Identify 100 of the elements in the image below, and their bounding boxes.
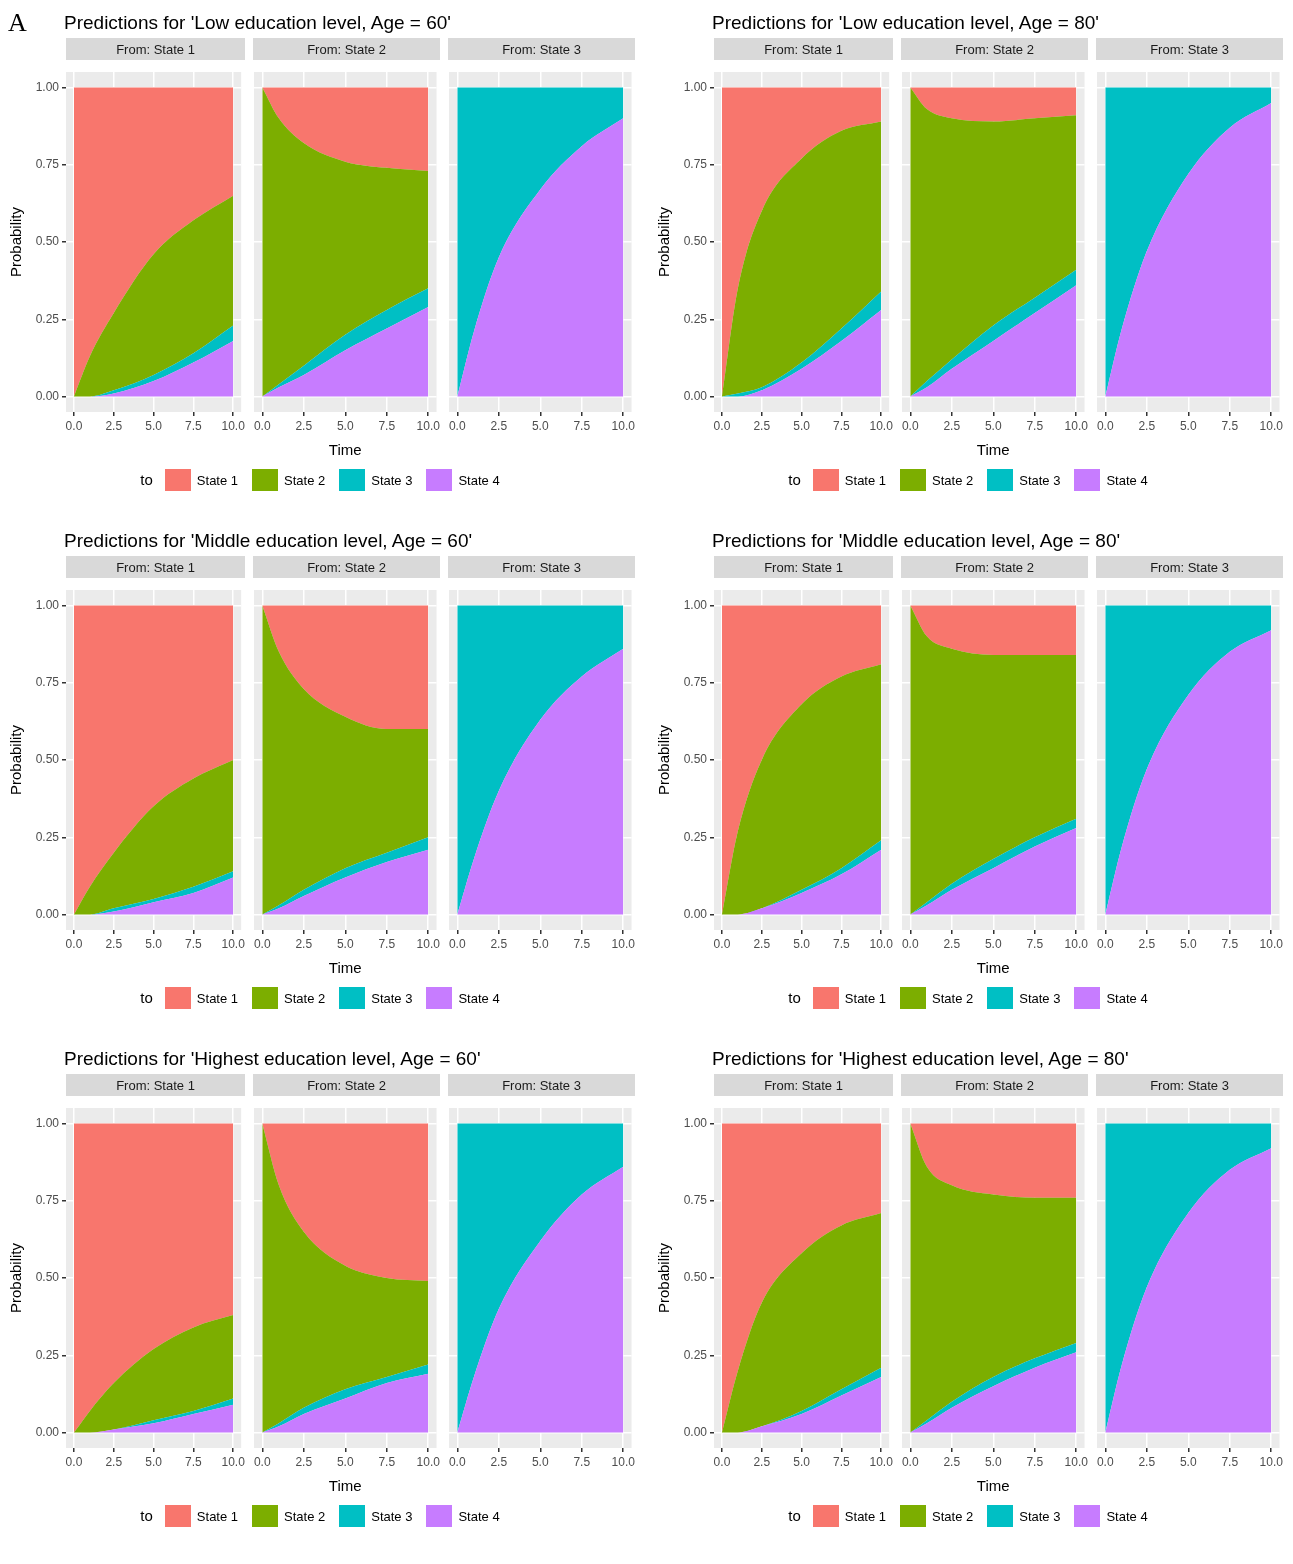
- x-tick-label: 5.0: [336, 936, 354, 951]
- chart-subtitle: From: State 3: [448, 556, 635, 578]
- x-tick-label: 2.5: [943, 418, 961, 433]
- x-tick-label: 10.0: [1064, 936, 1089, 951]
- chart-title: Predictions for 'Middle education level, Age = 80': [712, 530, 1121, 552]
- text: A: [8, 8, 28, 38]
- x-tick-label: 10.0: [869, 418, 894, 433]
- chart-subtitle: From: State 1: [66, 38, 245, 60]
- legend-label: State 4: [1106, 1508, 1148, 1524]
- x-tick-label: 7.5: [1221, 1454, 1239, 1469]
- chart-subtitle: From: State 1: [714, 38, 893, 60]
- legend-label: State 4: [1106, 472, 1148, 488]
- y-axis-title: Probability: [7, 724, 25, 796]
- legend-label: State 3: [371, 1508, 413, 1524]
- chart-subtitle: From: State 3: [448, 1074, 635, 1096]
- legend-label: State 3: [1019, 1508, 1061, 1524]
- x-tick-label: 0.0: [713, 1454, 731, 1469]
- x-tick-label: 7.5: [833, 936, 851, 951]
- x-tick-label: 0.0: [1096, 1454, 1114, 1469]
- y-tick-label: 0.75: [35, 1193, 60, 1208]
- y-tick-label: 0.50: [35, 752, 60, 767]
- x-axis-title: Time: [976, 1477, 1010, 1495]
- y-tick-label: 1.00: [683, 597, 708, 612]
- legend-label: State 4: [458, 472, 500, 488]
- x-tick-label: 10.0: [221, 936, 246, 951]
- chart-subtitle: From: State 2: [253, 1074, 440, 1096]
- y-tick-label: 1.00: [35, 597, 60, 612]
- x-axis-title: Time: [328, 441, 362, 459]
- legend-label: State 1: [844, 990, 887, 1006]
- legend-label: State 3: [1019, 990, 1061, 1006]
- x-tick-label: 10.0: [1259, 1454, 1284, 1469]
- chart-subtitle: From: State 3: [1096, 556, 1283, 578]
- legend-label: State 3: [371, 990, 413, 1006]
- y-tick-label: 0.00: [683, 906, 708, 921]
- x-tick-label: 10.0: [611, 936, 636, 951]
- y-tick-label: 0.50: [35, 1270, 60, 1285]
- x-tick-label: 2.5: [105, 418, 123, 433]
- legend-title: to: [140, 1507, 153, 1525]
- legend-label: State 2: [932, 1508, 974, 1524]
- x-tick-label: 7.5: [185, 418, 203, 433]
- x-tick-label: 2.5: [1138, 418, 1156, 433]
- y-tick-label: 0.25: [683, 1347, 708, 1362]
- chart-subtitle: From: State 3: [1096, 38, 1283, 60]
- x-tick-label: 7.5: [378, 418, 396, 433]
- chart-subtitle: From: State 2: [253, 556, 440, 578]
- x-tick-label: 0.0: [901, 1454, 919, 1469]
- x-tick-label: 5.0: [1179, 1454, 1197, 1469]
- x-tick-label: 2.5: [753, 1454, 771, 1469]
- x-tick-label: 7.5: [378, 1454, 396, 1469]
- y-tick-label: 0.25: [35, 829, 60, 844]
- chart-subtitle: From: State 1: [66, 1074, 245, 1096]
- x-tick-label: 5.0: [531, 418, 549, 433]
- chart-subtitle: From: State 2: [253, 38, 440, 60]
- x-tick-label: 10.0: [221, 418, 246, 433]
- legend-label: State 2: [284, 1508, 326, 1524]
- x-tick-label: 0.0: [253, 418, 271, 433]
- x-tick-label: 7.5: [573, 418, 591, 433]
- legend-label: State 3: [1019, 472, 1061, 488]
- x-tick-label: 10.0: [1064, 418, 1089, 433]
- chart-title: Predictions for 'Low education level, Age = 60': [64, 12, 451, 34]
- y-tick-label: 0.50: [683, 1270, 708, 1285]
- x-tick-label: 10.0: [611, 1454, 636, 1469]
- y-tick-label: 0.00: [683, 388, 708, 403]
- x-tick-label: 10.0: [869, 936, 894, 951]
- legend-title: to: [788, 989, 801, 1007]
- y-tick-label: 0.75: [35, 675, 60, 690]
- x-tick-label: 0.0: [65, 418, 83, 433]
- x-tick-label: 2.5: [490, 1454, 508, 1469]
- y-axis-title: Probability: [7, 206, 25, 278]
- y-tick-label: 0.50: [683, 752, 708, 767]
- x-tick-label: 2.5: [295, 936, 313, 951]
- y-tick-label: 0.00: [35, 388, 60, 403]
- x-tick-label: 0.0: [901, 418, 919, 433]
- x-tick-label: 7.5: [378, 936, 396, 951]
- x-tick-label: 2.5: [295, 418, 313, 433]
- legend-title: to: [788, 1507, 801, 1525]
- x-tick-label: 0.0: [901, 936, 919, 951]
- chart-subtitle: From: State 3: [448, 38, 635, 60]
- x-tick-label: 10.0: [1259, 418, 1284, 433]
- legend-label: State 1: [844, 1508, 887, 1524]
- x-tick-label: 7.5: [1221, 418, 1239, 433]
- y-tick-label: 0.00: [683, 1424, 708, 1439]
- legend-label: State 2: [932, 472, 974, 488]
- y-tick-label: 1.00: [683, 79, 708, 94]
- x-tick-label: 0.0: [713, 936, 731, 951]
- x-axis-title: Time: [976, 441, 1010, 459]
- x-tick-label: 5.0: [145, 936, 163, 951]
- x-axis-title: Time: [328, 1477, 362, 1495]
- x-tick-label: 0.0: [1096, 418, 1114, 433]
- x-tick-label: 2.5: [490, 418, 508, 433]
- x-tick-label: 2.5: [753, 936, 771, 951]
- x-axis-title: Time: [328, 959, 362, 977]
- x-tick-label: 7.5: [833, 418, 851, 433]
- y-tick-label: 1.00: [683, 1115, 708, 1130]
- legend-title: to: [140, 989, 153, 1007]
- x-tick-label: 0.0: [65, 1454, 83, 1469]
- x-tick-label: 10.0: [611, 418, 636, 433]
- chart-subtitle: From: State 1: [714, 556, 893, 578]
- legend-label: State 2: [284, 472, 326, 488]
- y-tick-label: 0.75: [683, 675, 708, 690]
